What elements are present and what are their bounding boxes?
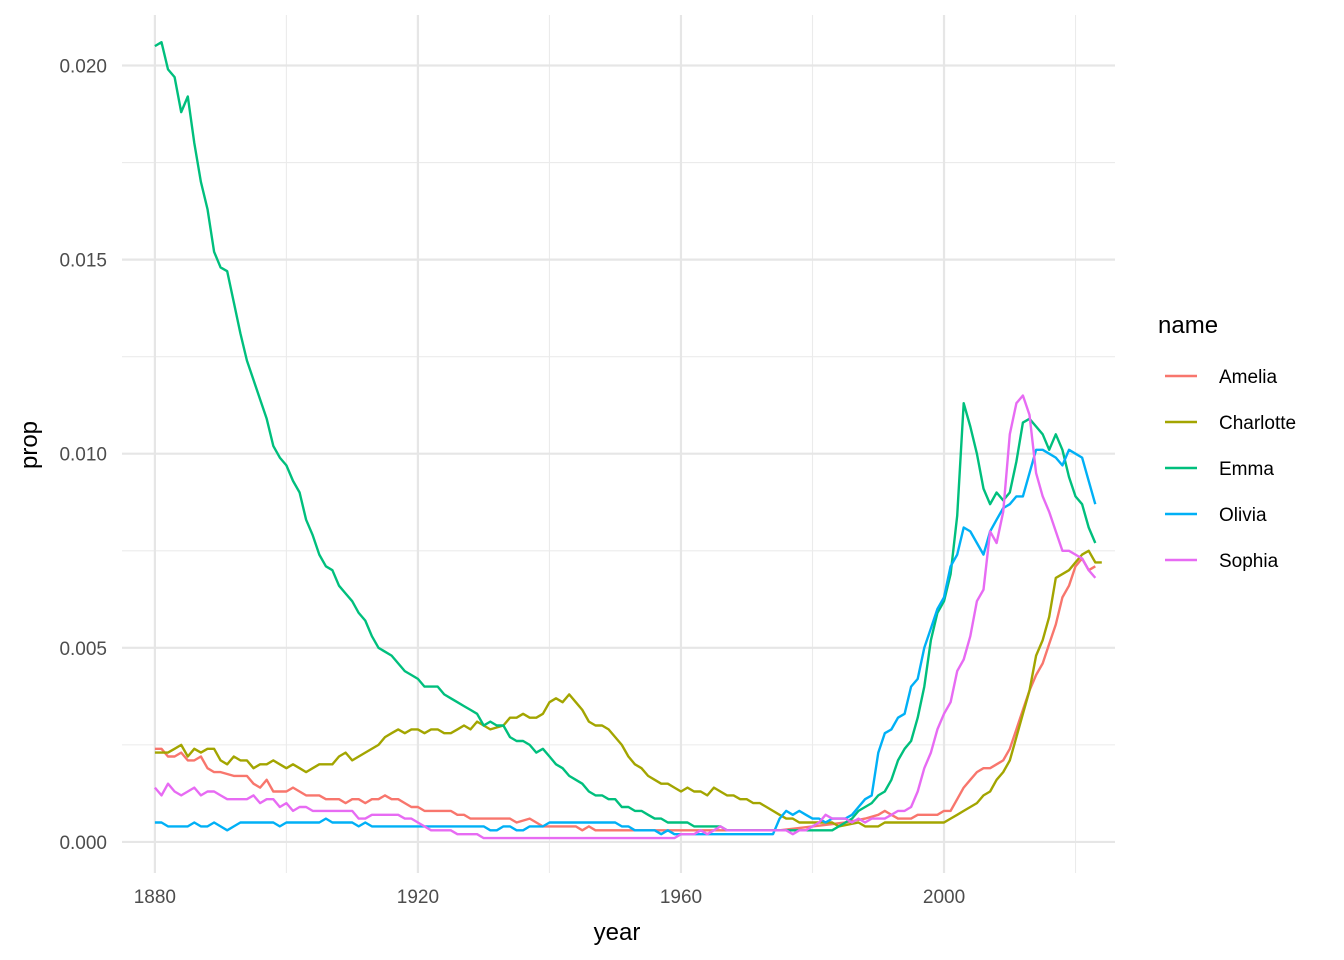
series-line-amelia	[154, 557, 1096, 832]
legend-label: Charlotte	[1219, 413, 1296, 434]
legend-item-amelia: Amelia	[1165, 367, 1278, 388]
legend-item-emma: Emma	[1165, 459, 1274, 480]
y-tick-label: 0.010	[59, 445, 107, 466]
x-tick-label: 1920	[397, 887, 439, 908]
grid-lines	[122, 15, 1115, 873]
y-axis-ticks: 0.000 0.005 0.010 0.015 0.020	[59, 56, 107, 853]
y-axis-title: prop	[16, 421, 43, 469]
y-tick-label: 0.005	[59, 639, 107, 660]
y-tick-label: 0.020	[59, 56, 107, 77]
x-tick-label: 2000	[923, 887, 965, 908]
x-axis-ticks: 1880 1920 1960 2000	[134, 887, 965, 908]
legend: name Amelia Charlotte Emma Olivia Sophia	[1158, 312, 1296, 572]
y-tick-label: 0.015	[59, 251, 107, 272]
legend-item-sophia: Sophia	[1165, 551, 1279, 572]
series-line-charlotte	[154, 549, 1102, 828]
legend-label: Amelia	[1219, 367, 1278, 388]
series-lines	[153, 41, 1102, 840]
legend-item-olivia: Olivia	[1165, 505, 1267, 526]
y-tick-label: 0.000	[59, 833, 107, 854]
x-tick-label: 1960	[660, 887, 702, 908]
legend-label: Sophia	[1219, 551, 1279, 572]
series-line-olivia	[154, 448, 1097, 836]
legend-title: name	[1158, 312, 1218, 339]
legend-label: Olivia	[1219, 505, 1267, 526]
legend-item-charlotte: Charlotte	[1165, 413, 1296, 434]
series-line-sophia	[153, 394, 1097, 840]
x-tick-label: 1880	[134, 887, 176, 908]
x-axis-title: year	[594, 919, 641, 946]
series-line-emma	[154, 41, 1097, 832]
legend-label: Emma	[1219, 459, 1274, 480]
